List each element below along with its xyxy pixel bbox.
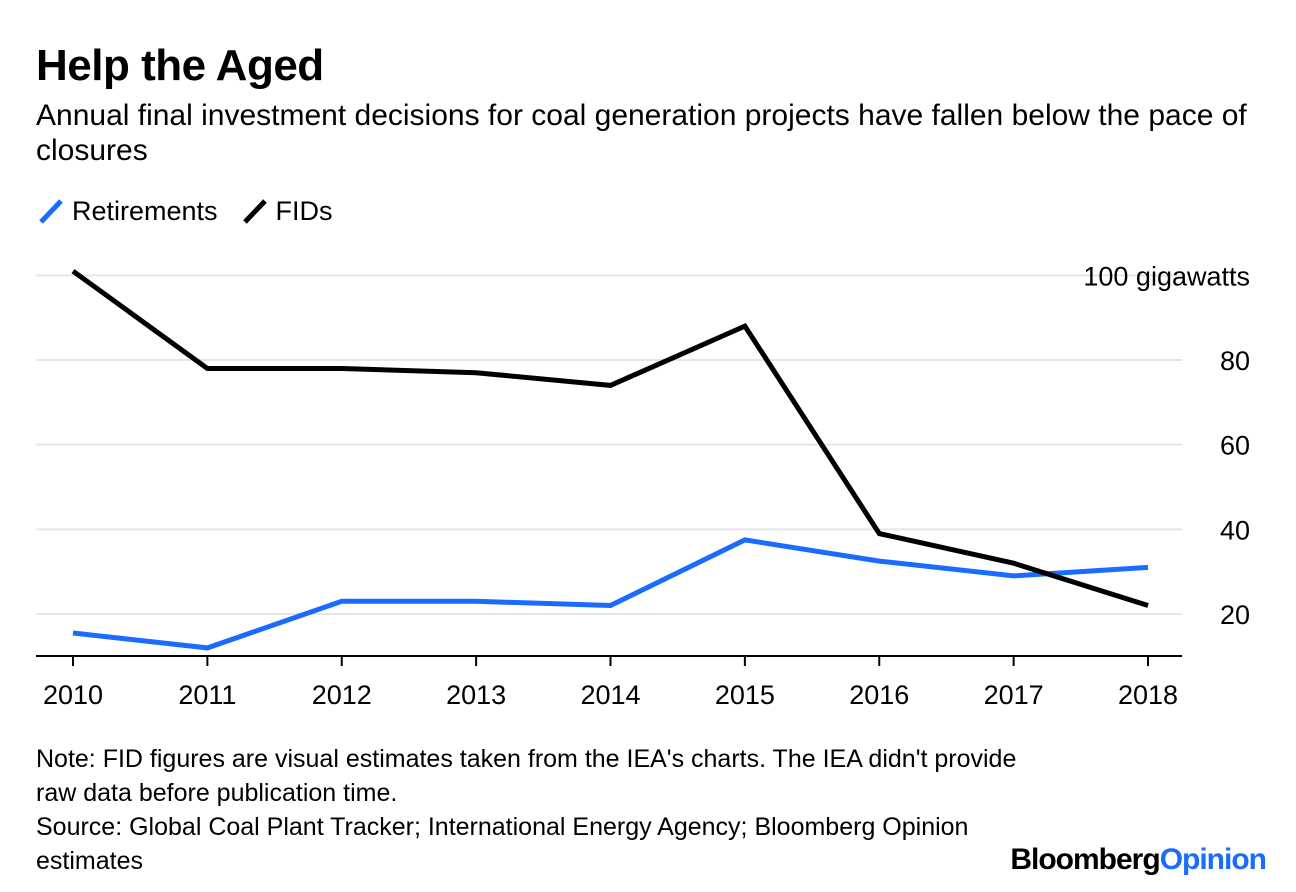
line-chart: 20 40 60 80 100 gigawatts 2010 2011 2012 2013 201… (36, 261, 1250, 710)
legend-label-fids: FIDs (275, 195, 333, 226)
x-tick-label-2015: 2015 (715, 680, 775, 710)
y-tick-label-100: 100 gigawatts (1083, 261, 1250, 291)
note-text: Note: FID figures are visual estimates t… (36, 745, 1017, 807)
x-tick-label-2013: 2013 (446, 680, 506, 710)
x-tick-label-2011: 2011 (178, 680, 236, 710)
bloomberg-opinion-logo: BloombergOpinion (1010, 842, 1267, 878)
x-tick-label-2018: 2018 (1118, 680, 1178, 710)
brand-part1: Bloomberg (1010, 843, 1160, 876)
legend-swatch-retirements (36, 196, 66, 226)
x-tick-label-2010: 2010 (43, 680, 103, 710)
chart-title: Help the Aged (36, 41, 324, 90)
x-tick-label-2016: 2016 (849, 680, 909, 710)
source-text: Source: Global Coal Plant Tracker; Inter… (36, 813, 969, 875)
chart-subtitle: Annual final investment decisions for co… (36, 99, 1247, 167)
legend-label-retirements: Retirements (72, 195, 218, 226)
y-tick-label-80: 80 (1220, 346, 1250, 376)
y-tick-label-60: 60 (1220, 431, 1250, 461)
y-tick-label-20: 20 (1220, 600, 1250, 630)
footnote: Note: FID figures are visual estimates t… (36, 742, 1026, 878)
legend-item-retirements: Retirements (36, 196, 218, 227)
series-line-retirements (72, 537, 1149, 651)
y-tick-label-40: 40 (1220, 515, 1250, 545)
legend-swatch-fids (240, 196, 270, 226)
brand-part2: Opinion (1159, 843, 1267, 876)
legend-item-fids: FIDs (240, 196, 333, 227)
x-tick-label-2014: 2014 (580, 680, 640, 710)
series-line-fids (71, 269, 1149, 608)
legend: Retirements FIDs (36, 193, 355, 229)
x-tick-label-2012: 2012 (312, 680, 372, 710)
x-tick-label-2017: 2017 (984, 680, 1044, 710)
